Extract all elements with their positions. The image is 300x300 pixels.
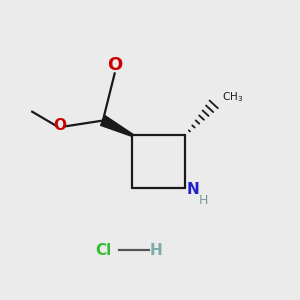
Text: CH$_3$: CH$_3$ [222,91,243,104]
Polygon shape [100,116,133,136]
Text: H: H [199,194,208,207]
Text: Cl: Cl [95,243,111,258]
Text: H: H [149,243,162,258]
Text: O: O [107,56,122,74]
Text: O: O [54,118,67,133]
Text: N: N [186,182,199,197]
